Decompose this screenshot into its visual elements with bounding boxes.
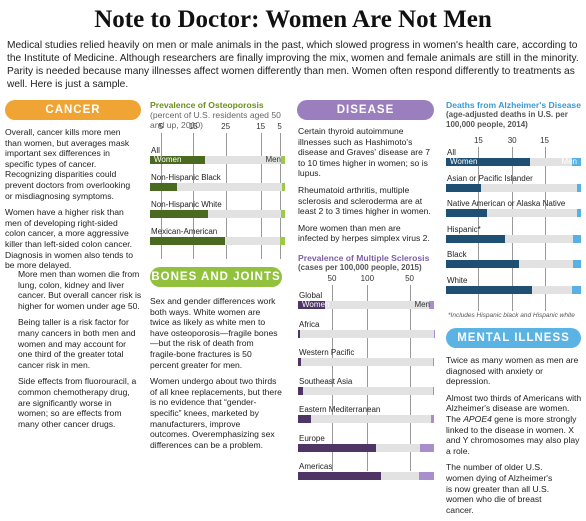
row-label: Non-Hispanic Black bbox=[151, 173, 221, 182]
alz-footnote: *Includes Hispanic black and Hispanic wh… bbox=[448, 312, 581, 319]
alz-chart-title: Deaths from Alzheimer's Disease (age-adj… bbox=[446, 100, 581, 130]
axis-tick: 15 bbox=[540, 136, 549, 145]
page-title: Note to Doctor: Women Are Not Men bbox=[0, 6, 586, 34]
men-bar bbox=[420, 444, 434, 452]
men-bar bbox=[573, 260, 581, 268]
row-label: Western Pacific bbox=[299, 348, 354, 357]
women-bar bbox=[298, 472, 381, 480]
axis-tick: 5 bbox=[277, 122, 281, 131]
women-bar bbox=[446, 286, 532, 294]
cancer-header: CANCER bbox=[5, 100, 141, 120]
women-bar bbox=[446, 184, 481, 192]
men-bar bbox=[577, 184, 581, 192]
men-bar bbox=[572, 286, 581, 294]
row-label: Black bbox=[447, 250, 467, 259]
bones-header: BONES AND JOINTS bbox=[150, 267, 282, 287]
ms-chart-title: Prevalence of Multiple Sclerosis (cases … bbox=[298, 253, 433, 273]
women-legend-label: Women bbox=[154, 154, 181, 165]
row-label: Europe bbox=[299, 434, 325, 443]
men-bar bbox=[419, 472, 434, 480]
cancer-text: Overall, cancer kills more men than wome… bbox=[5, 127, 139, 277]
row-label: Native American or Alaska Native bbox=[447, 199, 565, 208]
axis-tick: 15 bbox=[189, 122, 198, 131]
women-bar bbox=[298, 330, 300, 338]
men-bar bbox=[280, 237, 285, 245]
cancer-text-more: More men than women die from lung, colon… bbox=[18, 269, 142, 435]
women-bar bbox=[446, 260, 519, 268]
women-bar bbox=[150, 210, 208, 218]
women-bar bbox=[298, 358, 301, 366]
women-bar bbox=[446, 209, 487, 217]
men-legend-label: Men bbox=[414, 299, 430, 310]
axis-tick: 25 bbox=[221, 122, 230, 131]
axis-tick: 15 bbox=[256, 122, 265, 131]
disease-header: DISEASE bbox=[297, 100, 434, 120]
row-label: White bbox=[447, 276, 467, 285]
axis-tick: 30 bbox=[508, 136, 517, 145]
men-bar bbox=[429, 301, 434, 309]
women-bar bbox=[150, 237, 225, 245]
men-bar bbox=[281, 156, 285, 164]
bar-track bbox=[298, 387, 434, 395]
men-bar bbox=[282, 183, 285, 191]
women-bar bbox=[298, 415, 311, 423]
bar-track bbox=[298, 330, 434, 338]
axis-tick: 5 bbox=[159, 122, 163, 131]
women-bar bbox=[446, 235, 505, 243]
men-bar bbox=[433, 387, 434, 395]
women-bar bbox=[298, 387, 303, 395]
mental-header: MENTAL ILLNESS bbox=[446, 328, 581, 348]
bones-text: Sex and gender differences work both way… bbox=[150, 296, 282, 456]
men-bar bbox=[433, 358, 434, 366]
women-bar bbox=[150, 183, 177, 191]
row-label: Hispanic* bbox=[447, 225, 481, 234]
women-legend-label: Women bbox=[302, 299, 329, 310]
men-bar bbox=[573, 235, 581, 243]
row-label: Mexican-American bbox=[151, 227, 217, 236]
row-label: Asian or Pacific Islander bbox=[447, 174, 533, 183]
men-bar bbox=[431, 415, 434, 423]
men-bar bbox=[281, 210, 285, 218]
row-label: Southeast Asia bbox=[299, 377, 352, 386]
row-label: Africa bbox=[299, 320, 319, 329]
axis-tick: 15 bbox=[474, 136, 483, 145]
axis-tick: 50 bbox=[328, 274, 337, 283]
men-bar bbox=[577, 209, 582, 217]
men-legend-label: Men bbox=[265, 154, 281, 165]
women-legend-label: Women bbox=[450, 156, 477, 167]
axis-tick: 50 bbox=[405, 274, 414, 283]
men-legend-label: Men bbox=[561, 156, 577, 167]
women-bar bbox=[298, 444, 376, 452]
bar-track bbox=[298, 415, 434, 423]
row-label: Non-Hispanic White bbox=[151, 200, 222, 209]
intro-text: Medical studies relied heavily on men or… bbox=[7, 39, 579, 91]
row-label: Eastern Mediterranean bbox=[299, 405, 380, 414]
bar-track bbox=[298, 358, 434, 366]
disease-text: Certain thyroid autoimmune illnesses suc… bbox=[298, 126, 433, 250]
mental-text: Twice as many women as men are diagnosed… bbox=[446, 355, 582, 521]
axis-tick: 100 bbox=[361, 274, 374, 283]
row-label: Americas bbox=[299, 462, 332, 471]
